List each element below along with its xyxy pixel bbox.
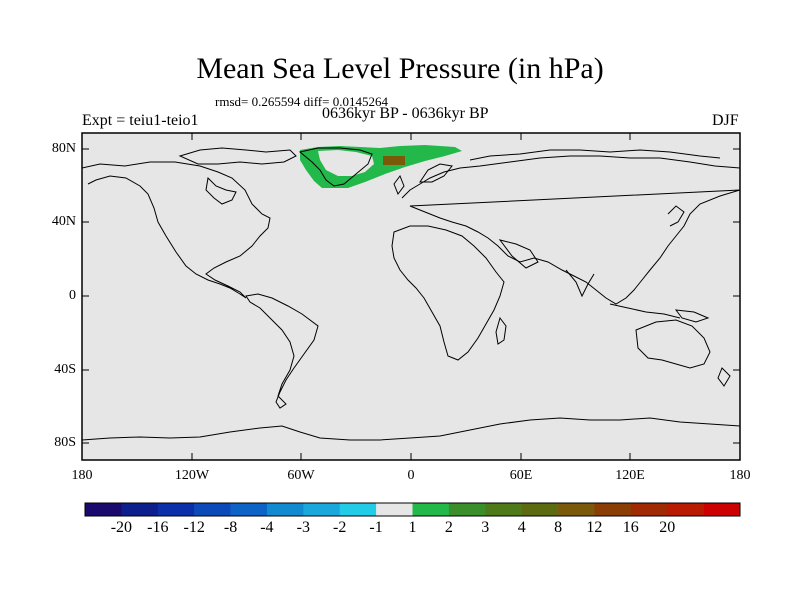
colorbar-swatch: [594, 503, 632, 516]
colorbar-label: 2: [444, 519, 453, 536]
colorbar-label: -20: [110, 519, 133, 536]
season-label: DJF: [712, 112, 739, 129]
colorbar-swatch: [376, 503, 413, 516]
ticks: [81, 133, 741, 460]
colorbar-swatch: [194, 503, 231, 516]
lat-label: 0: [69, 288, 76, 303]
colorbar-swatch: [667, 503, 704, 516]
experiment-label: Expt = teiu1-teio1: [82, 112, 199, 129]
colorbar-label: 16: [622, 519, 639, 536]
coast-indonesia: [609, 303, 681, 319]
colorbar-label: 4: [517, 519, 526, 536]
colorbar-swatch: [266, 503, 304, 516]
colorbar-label: 1: [408, 519, 417, 536]
colorbar-swatch: [157, 503, 195, 516]
colorbar-label: -4: [260, 519, 274, 536]
colorbar-swatch: [558, 503, 595, 516]
coast-new-zealand: [717, 367, 731, 387]
coast-madagascar: [495, 316, 507, 345]
colorbar-label: -8: [223, 519, 238, 536]
lat-label: 40N: [51, 214, 76, 229]
colorbar: [85, 503, 741, 516]
inner-light-region: [318, 150, 374, 176]
coast-scandinavia: [419, 163, 453, 183]
colorbar-swatch: [703, 503, 741, 516]
lon-label: 0: [407, 468, 415, 483]
colorbar-swatch: [412, 503, 450, 516]
coast-siberia: [469, 149, 721, 161]
stats-text: rmsd= 0.265594 diff= 0.0145264: [215, 94, 388, 109]
colorbar-swatch: [630, 503, 668, 516]
colorbar-label: -2: [333, 519, 347, 536]
coast-japan: [667, 205, 685, 227]
lat-label: 80S: [54, 435, 76, 450]
colorbar-label: 8: [554, 519, 563, 536]
colorbar-border: [84, 502, 741, 517]
lat-label: 40S: [54, 362, 76, 377]
coast-africa: [391, 225, 505, 361]
colorbar-swatch: [448, 503, 486, 516]
coast-india: [565, 269, 595, 298]
colorbar-swatch: [521, 503, 559, 516]
lon-label: 120W: [174, 468, 210, 483]
colorbar-swatch: [485, 503, 522, 516]
anomaly-region-brown: [383, 156, 405, 165]
map-title: Mean Sea Level Pressure (in hPa): [196, 52, 604, 85]
colorbar-label: -1: [369, 519, 383, 536]
colorbar-swatch: [230, 503, 268, 516]
coast-south-america: [245, 293, 319, 409]
coast-north-america: [82, 161, 271, 299]
colorbar-swatch: [303, 503, 341, 516]
colorbar-label: -12: [183, 519, 205, 536]
coast-arabia: [498, 239, 539, 269]
coast-hudson-bay: [205, 176, 237, 205]
coast-australia: [635, 319, 711, 369]
period-text: 0636kyr BP - 0636kyr BP: [322, 105, 489, 122]
colorbar-swatch: [339, 503, 377, 516]
lat-label: 80N: [51, 141, 76, 156]
colorbar-label: -16: [147, 519, 169, 536]
lon-label: 60E: [509, 468, 533, 483]
coastlines: [82, 147, 740, 441]
colorbar-swatch: [85, 503, 122, 516]
coast-arctic-islands: [178, 147, 297, 165]
coast-eurasia: [401, 155, 740, 305]
coast-antarctica: [82, 417, 740, 441]
coast-new-guinea: [674, 309, 710, 323]
coast-britain: [393, 174, 405, 196]
lon-label: 60W: [287, 468, 315, 483]
colorbar-label: 20: [659, 519, 676, 536]
lon-label: 120E: [615, 468, 645, 483]
coast-greenland: [298, 147, 373, 187]
colorbar-label: 12: [586, 519, 603, 536]
colorbar-label: -3: [296, 519, 310, 536]
lon-label: 180: [71, 468, 93, 483]
colorbar-swatch: [121, 503, 159, 516]
lon-label: 180: [729, 468, 751, 483]
colorbar-label: 3: [481, 519, 490, 536]
plot-area: [82, 133, 740, 460]
